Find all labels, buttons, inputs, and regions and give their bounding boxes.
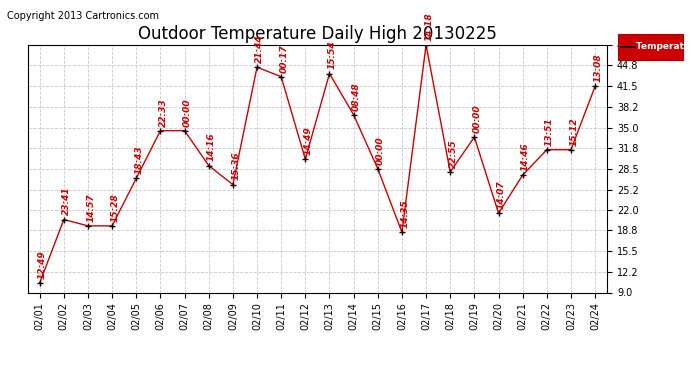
Text: 15:12: 15:12 [569,117,578,146]
Text: Temperature  (°F): Temperature (°F) [636,42,690,51]
Text: 21:44: 21:44 [255,34,264,63]
Text: 00:00: 00:00 [376,136,385,165]
Text: 00:17: 00:17 [279,44,288,73]
Text: 18:43: 18:43 [135,146,144,174]
Text: 00:00: 00:00 [183,98,192,126]
Text: 14:16: 14:16 [207,133,216,161]
Text: 22:33: 22:33 [159,98,168,126]
Text: 14:07: 14:07 [497,180,506,209]
Text: 14:46: 14:46 [521,142,530,171]
Text: 22:55: 22:55 [448,139,457,168]
Text: 14:57: 14:57 [86,193,95,222]
Text: 14:18: 14:18 [424,12,433,41]
Text: 13:51: 13:51 [545,117,554,146]
Text: Copyright 2013 Cartronics.com: Copyright 2013 Cartronics.com [7,11,159,21]
Text: 14:35: 14:35 [400,200,409,228]
Text: 23:41: 23:41 [62,187,71,215]
Text: 15:54: 15:54 [328,41,337,69]
Text: 08:48: 08:48 [352,82,361,111]
Text: 14:49: 14:49 [304,126,313,155]
Text: 15:36: 15:36 [231,152,240,180]
Text: 00:00: 00:00 [473,104,482,133]
Text: 13:08: 13:08 [593,54,602,82]
Text: 12:49: 12:49 [38,250,47,279]
Text: 15:28: 15:28 [110,193,119,222]
Title: Outdoor Temperature Daily High 20130225: Outdoor Temperature Daily High 20130225 [138,26,497,44]
